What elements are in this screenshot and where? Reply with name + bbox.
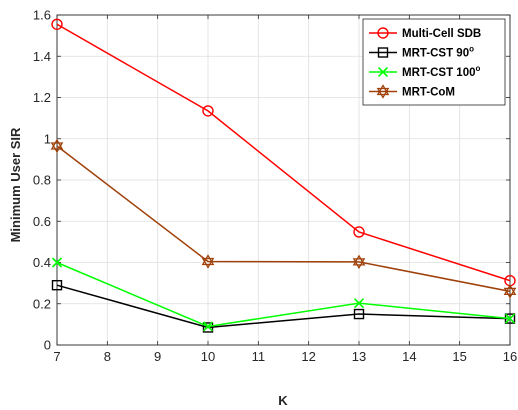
data-point (51, 257, 63, 268)
hexagram-triangle-down (352, 258, 366, 270)
data-point (353, 298, 365, 309)
y-tick-label: 0.6 (33, 214, 51, 229)
data-point (352, 254, 366, 270)
legend-entry-2: MRT-CST 100o (369, 64, 481, 79)
axes: 7 8 9 10 11 12 13 14 15 16 0 0.2 0.4 0.6 0.8 1 1.2 1.4 1.6 (33, 8, 517, 365)
legend-entry-1: MRT-CST 90o (369, 45, 474, 60)
x-tick-label: 11 (252, 349, 266, 364)
hexagram-triangle-down (50, 142, 64, 154)
plot-frame (56, 14, 511, 346)
x-axis-title: K (278, 393, 288, 408)
y-tick-label: 1.2 (33, 90, 51, 105)
legend-label: MRT-CST 90o (402, 45, 474, 60)
x-tick-label: 7 (53, 349, 60, 364)
hexagram-triangle-down (376, 87, 390, 99)
y-tick-label: 0 (44, 338, 51, 353)
series-line (56, 261, 511, 328)
legend-label-superscript: o (476, 64, 481, 73)
series-layer (50, 18, 517, 333)
series-0 (51, 18, 516, 287)
x-tick-label: 12 (301, 349, 315, 364)
series-3 (50, 138, 517, 299)
hexagram-triangle-down (201, 257, 215, 269)
x-tick-label: 9 (154, 349, 161, 364)
hexagram-triangle-up (503, 284, 517, 296)
series-line (56, 145, 511, 293)
y-tick-label: 1.6 (33, 8, 51, 23)
y-tick-label: 1.4 (33, 49, 51, 64)
legend-label-superscript: o (469, 45, 474, 54)
data-point (504, 313, 516, 324)
legend-entry-3: MRT-CoM (369, 84, 455, 99)
series-2 (51, 257, 516, 332)
hexagram-triangle-down (503, 287, 517, 299)
data-point (51, 279, 63, 291)
data-point (202, 322, 214, 333)
legend-marker (377, 47, 389, 58)
legend-label: MRT-CoM (402, 87, 455, 99)
y-tick-label: 0.8 (33, 173, 51, 188)
series-line (56, 23, 511, 282)
y-tick-label: 1 (44, 131, 51, 146)
data-point (202, 105, 214, 117)
x-tick-label: 8 (104, 349, 111, 364)
legend-entry-0: Multi-Cell SDB (369, 27, 481, 40)
x-tick-label: 14 (402, 349, 416, 364)
data-point (353, 308, 365, 320)
data-point (353, 226, 365, 238)
legend: Multi-Cell SDB MRT-CST 90o MRT-CST 100o MRT… (362, 18, 506, 106)
hexagram-triangle-up (352, 254, 366, 266)
y-tick-label: 0.4 (33, 255, 51, 270)
legend-label: Multi-Cell SDB (402, 28, 481, 40)
data-point (202, 321, 214, 332)
x-tick-label: 15 (452, 349, 466, 364)
data-point (503, 284, 517, 299)
series-line (56, 284, 511, 329)
x-tick-label: 13 (352, 349, 366, 364)
legend-marker (376, 84, 390, 99)
data-point (51, 18, 63, 30)
data-point (50, 138, 64, 154)
hexagram-triangle-up (201, 254, 215, 266)
x-tick-label: 16 (503, 349, 517, 364)
data-point (201, 254, 215, 269)
hexagram-triangle-up (376, 84, 390, 96)
legend-label: MRT-CST 100o (402, 64, 481, 79)
y-tick-label: 0.2 (33, 296, 51, 311)
legend-marker (377, 27, 389, 39)
hexagram-triangle-up (50, 138, 64, 150)
y-axis-title: Minimum User SIR (8, 127, 23, 242)
x-tick-label: 10 (201, 349, 215, 364)
legend-marker (377, 66, 389, 78)
